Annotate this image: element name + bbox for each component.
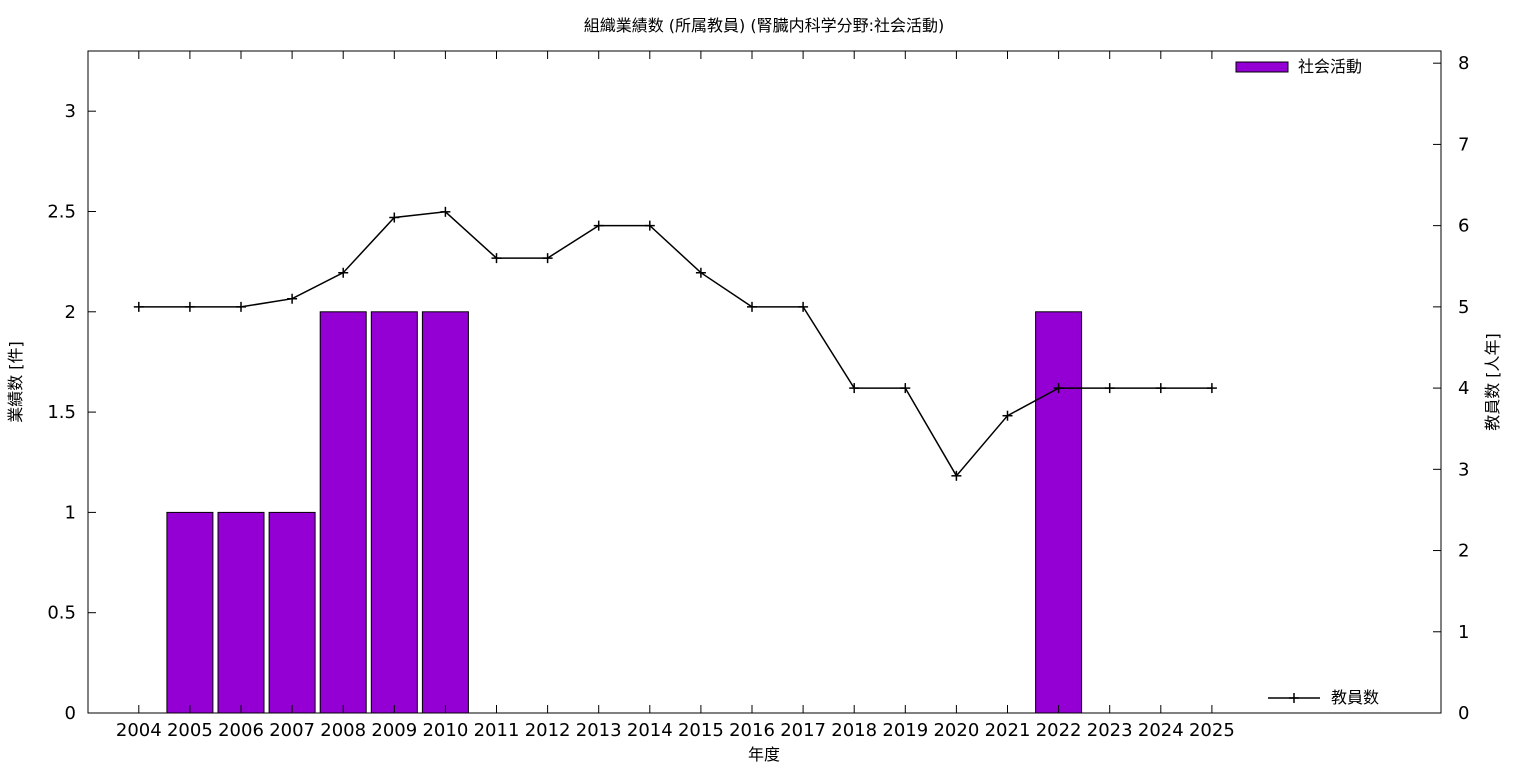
y2-tick-label: 3 [1458, 459, 1469, 480]
point-2024 [1155, 383, 1166, 394]
point-2012 [542, 253, 553, 264]
bar-group [166, 311, 1083, 714]
legend-line-label: 教員数 [1331, 688, 1379, 707]
x-tick-label: 2008 [320, 720, 366, 741]
x-axis-label: 年度 [748, 745, 780, 764]
point-2007 [287, 293, 298, 304]
point-2018 [849, 383, 860, 394]
y-axis-label: 業績数 [件] [6, 341, 25, 423]
x-tick-label: 2019 [882, 720, 928, 741]
x-tick-label: 2010 [422, 720, 468, 741]
point-2014 [644, 220, 655, 231]
bar-2010 [421, 311, 469, 714]
x-axis: 2004 2005 2006 2007 2008 2009 2010 2011 2012 2013… [116, 51, 1235, 741]
point-2010 [440, 206, 451, 217]
x-tick-label: 2012 [525, 720, 571, 741]
y2-tick-label: 2 [1458, 541, 1469, 562]
x-tick-label: 2009 [371, 720, 417, 741]
point-2023 [1104, 383, 1115, 394]
bar-2022 [1035, 311, 1083, 714]
y-tick-label: 0 [65, 703, 76, 724]
y2-tick-label: 5 [1458, 297, 1469, 318]
y-tick-label: 2 [65, 302, 76, 323]
point-2019 [900, 383, 911, 394]
y-axis-left: 0 0.5 1 1.5 2 2.5 3 [47, 101, 96, 724]
point-2025 [1206, 383, 1217, 394]
y2-axis-label: 教員数 [人年] [1483, 333, 1502, 431]
point-2021 [1002, 410, 1013, 421]
y-axis-right: 0 1 2 3 4 5 6 7 8 [1433, 53, 1469, 724]
chart-title: 組織業績数 (所属教員) (腎臓内科学分野:社会活動) [584, 16, 945, 35]
point-2017 [798, 301, 809, 312]
plot-frame [87, 50, 1442, 714]
series-line-teachers [138, 211, 1212, 478]
bar-2009 [370, 311, 418, 714]
point-2009 [389, 212, 400, 223]
x-tick-label: 2022 [1036, 720, 1082, 741]
x-tick-label: 2013 [576, 720, 622, 741]
point-2013 [593, 220, 604, 231]
y-tick-label: 1.5 [47, 402, 76, 423]
point-2011 [491, 253, 502, 264]
y2-tick-label: 4 [1458, 378, 1469, 399]
legend-bar: 社会活動 [1235, 57, 1362, 76]
y2-tick-label: 7 [1458, 134, 1469, 155]
x-tick-label: 2006 [218, 720, 264, 741]
y-tick-label: 1 [65, 502, 76, 523]
bar-2008 [319, 311, 367, 714]
y-tick-label: 2.5 [47, 201, 76, 222]
x-tick-label: 2015 [678, 720, 724, 741]
x-tick-label: 2005 [167, 720, 213, 741]
point-2016 [747, 301, 757, 312]
bar-2005 [166, 511, 214, 714]
y2-tick-label: 1 [1458, 622, 1469, 643]
point-2008 [338, 267, 349, 278]
point-2020 [951, 470, 962, 481]
y-tick-label: 0.5 [47, 603, 76, 624]
x-tick-label: 2021 [985, 720, 1031, 741]
y2-tick-label: 0 [1458, 703, 1469, 724]
x-tick-label: 2025 [1189, 720, 1235, 741]
x-tick-label: 2020 [933, 720, 979, 741]
point-2022 [1053, 383, 1064, 394]
x-tick-label: 2014 [627, 720, 673, 741]
y2-tick-label: 8 [1458, 53, 1469, 74]
legend-line: 教員数 [1268, 688, 1379, 707]
line-group [133, 206, 1217, 481]
x-tick-label: 2018 [831, 720, 877, 741]
x-tick-label: 2024 [1138, 720, 1184, 741]
point-2004 [133, 301, 144, 312]
point-2015 [695, 267, 706, 278]
y2-tick-label: 6 [1458, 216, 1469, 237]
y-tick-label: 3 [65, 101, 76, 122]
point-2006 [236, 301, 246, 312]
x-tick-label: 2017 [780, 720, 826, 741]
bar-2006 [217, 511, 265, 714]
bar-2007 [268, 511, 316, 714]
x-tick-label: 2004 [116, 720, 162, 741]
x-tick-label: 2011 [474, 720, 520, 741]
x-tick-label: 2023 [1087, 720, 1133, 741]
x-tick-label: 2016 [729, 720, 775, 741]
point-2005 [184, 301, 195, 312]
legend-bar-swatch [1235, 61, 1289, 73]
x-tick-label: 2007 [269, 720, 315, 741]
legend-bar-label: 社会活動 [1298, 57, 1362, 76]
